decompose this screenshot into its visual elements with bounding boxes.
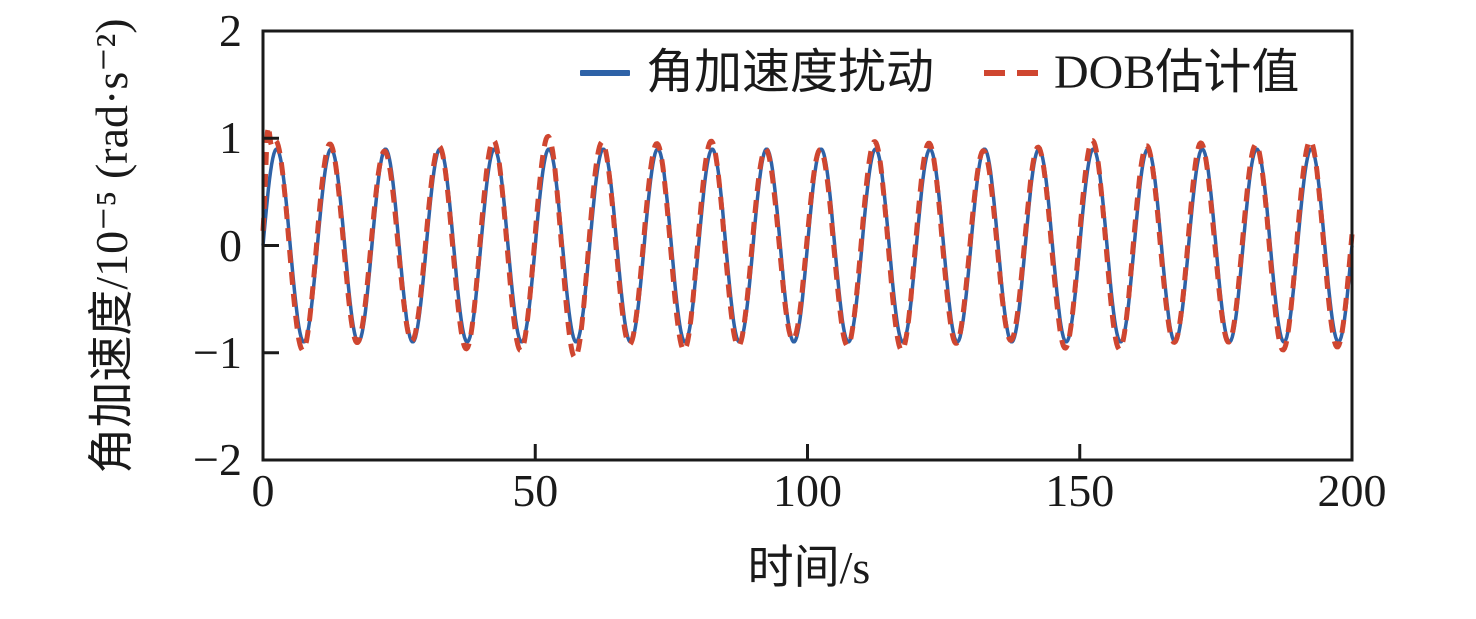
legend-label-disturbance: 角加速度扰动: [646, 46, 935, 99]
legend-dash-segment: [1017, 70, 1039, 77]
y-tick-label: 2: [219, 5, 242, 56]
x-tick-label: 50: [512, 465, 559, 516]
x-tick-label: 100: [773, 465, 842, 516]
y-axis-title: 角加速度/10⁻⁵ (rad·s⁻²): [86, 18, 137, 474]
legend-item-dob-estimate: DOB估计值: [984, 46, 1300, 100]
x-tick-label: 150: [1045, 465, 1115, 516]
x-axis-title: 时间/s: [747, 542, 871, 593]
legend-dash-segment: [984, 70, 1006, 77]
y-axis-ticks: [263, 29, 279, 462]
y-tick-label: −1: [193, 326, 242, 378]
legend-solid-line-sample: [580, 70, 630, 77]
legend-label-dob-estimate: DOB估计值: [1054, 46, 1300, 99]
legend: 角加速度扰动 DOB估计值: [580, 46, 1300, 100]
y-tick-label: −2: [193, 434, 242, 485]
legend-item-disturbance: 角加速度扰动: [580, 46, 935, 100]
x-tick-label: 200: [1317, 465, 1387, 516]
y-tick-label: 0: [219, 219, 242, 271]
x-axis-ticks: [261, 444, 1354, 460]
y-tick-label: 1: [219, 112, 242, 164]
legend-dashed-line-sample: [984, 70, 1039, 77]
x-tick-label: 0: [251, 465, 275, 516]
